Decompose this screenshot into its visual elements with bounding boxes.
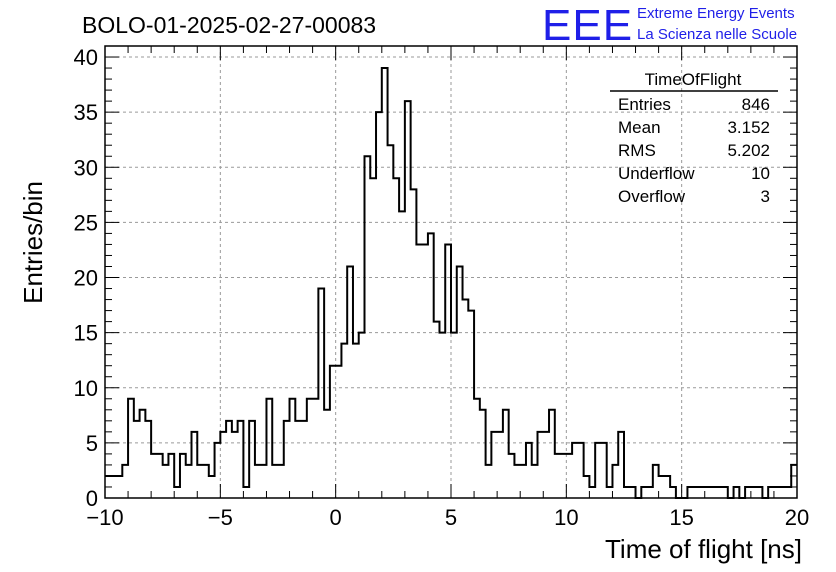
stats-label: Overflow: [618, 187, 686, 206]
y-tick-label: 10: [74, 376, 98, 401]
stats-value: 3: [761, 187, 770, 206]
stats-label: Entries: [618, 95, 671, 114]
y-tick-label: 5: [86, 431, 98, 456]
histogram-line: [105, 67, 797, 499]
y-tick-label: 20: [74, 266, 98, 291]
x-tick-label: 0: [330, 505, 342, 530]
x-axis-label: Time of flight [ns]: [605, 534, 802, 564]
stats-value: 10: [751, 164, 770, 183]
y-tick-label: 40: [74, 45, 98, 70]
stats-value: 846: [742, 95, 770, 114]
x-tick-label: 20: [785, 505, 809, 530]
logo-line-2: La Scienza nelle Scuole: [637, 26, 797, 43]
stats-title: TimeOfFlight: [645, 70, 742, 89]
eee-logo-mark: EEE: [542, 1, 633, 50]
y-tick-label: 35: [74, 100, 98, 125]
y-tick-label: 25: [74, 210, 98, 235]
y-tick-label: 0: [86, 486, 98, 511]
stats-box: TimeOfFlight Entries 846 Mean 3.152 RMS 5.202…: [610, 70, 778, 206]
x-tick-label: 15: [669, 505, 693, 530]
stats-value: 5.202: [727, 141, 770, 160]
stats-label: Mean: [618, 118, 661, 137]
x-tick-label: 10: [554, 505, 578, 530]
y-tick-label: 15: [74, 321, 98, 346]
logo-line-1: Extreme Energy Events: [637, 5, 795, 22]
y-tick-label: 30: [74, 155, 98, 180]
x-tick-label: −5: [208, 505, 233, 530]
axis-ticks: −10 −5 0 5 10 15 20 0 5 10 15 20 25 30 35 40: [74, 45, 810, 530]
y-axis-label: Entries/bin: [18, 181, 48, 304]
stats-value: 3.152: [727, 118, 770, 137]
chart-title: BOLO-01-2025-02-27-00083: [82, 12, 376, 38]
stats-rows: Entries 846 Mean 3.152 RMS 5.202 Underflow 10 Ov…: [618, 95, 770, 206]
x-tick-label: 5: [445, 505, 457, 530]
histogram: [105, 67, 797, 499]
x-tick-label: −10: [86, 505, 123, 530]
stats-label: Underflow: [618, 164, 695, 183]
stats-label: RMS: [618, 141, 656, 160]
